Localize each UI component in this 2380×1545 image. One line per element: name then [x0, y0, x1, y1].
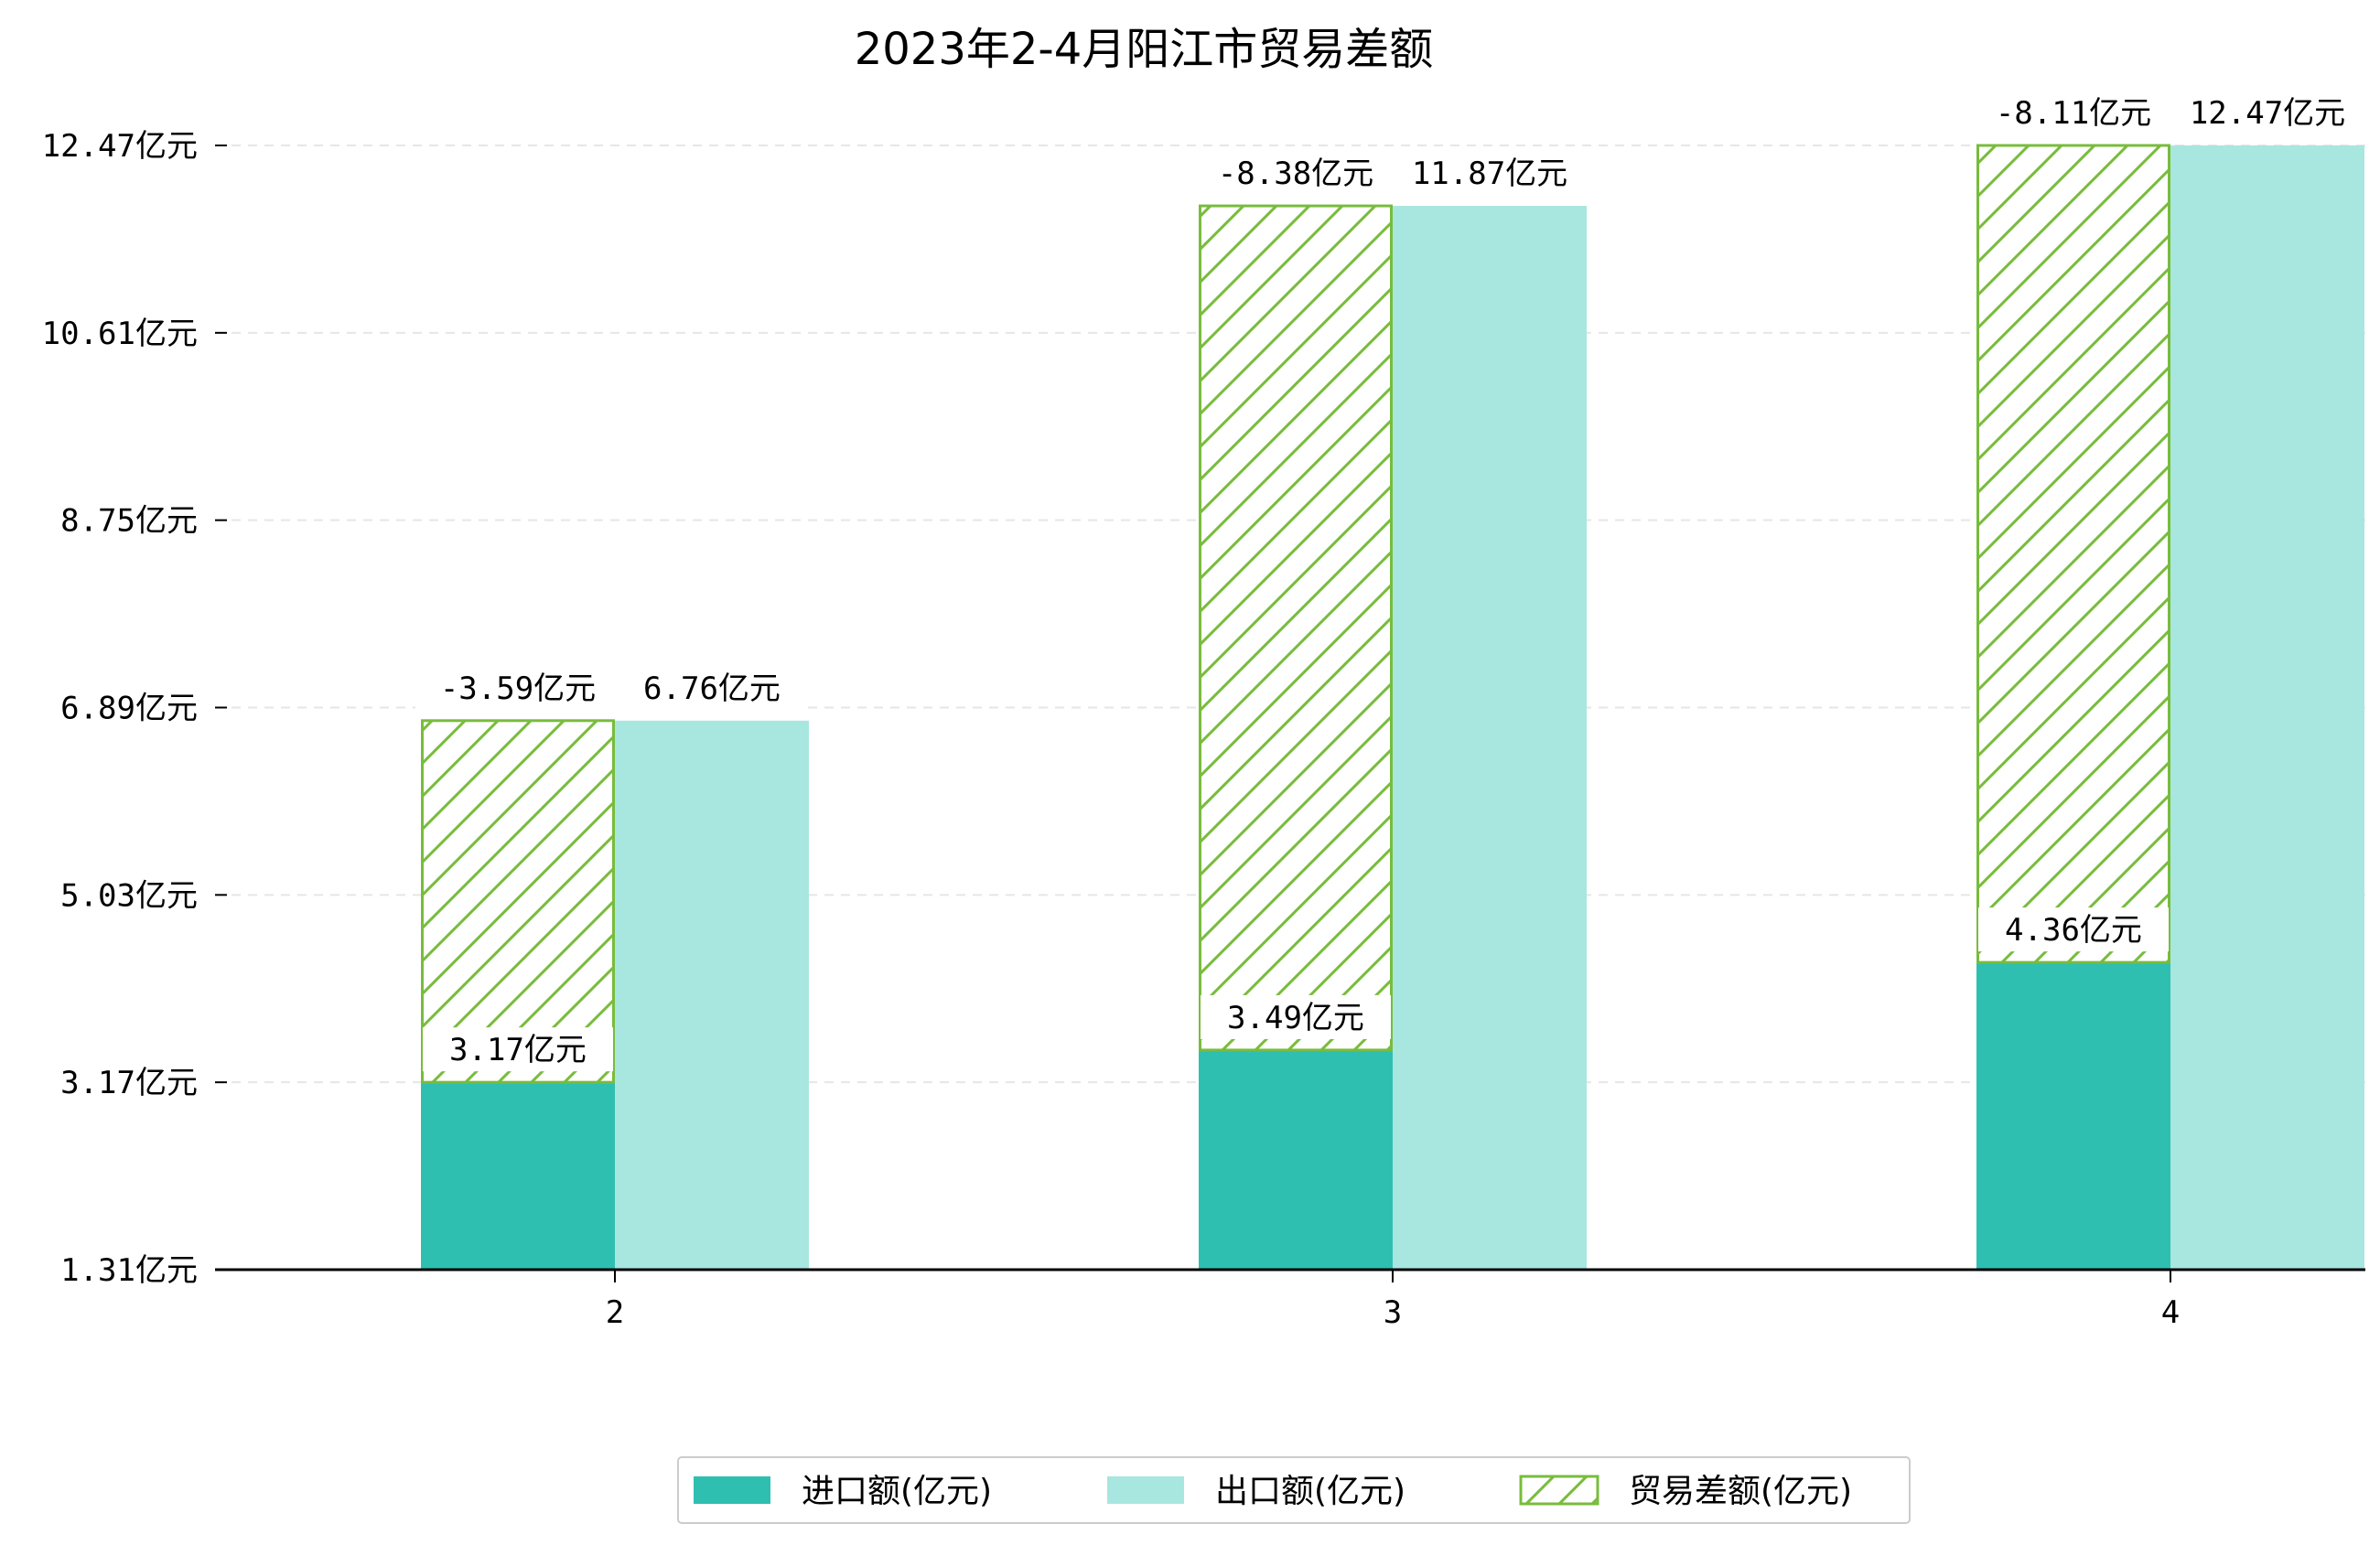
import-bar [1199, 1049, 1393, 1270]
legend: 进口额(亿元) 出口额(亿元) 贸易差额(亿元) [677, 1456, 1911, 1524]
import-bar [1976, 962, 2170, 1270]
x-tick-label: 4 [2161, 1294, 2180, 1331]
import-value-label-box [423, 1027, 613, 1072]
export-value-label: 11.87亿元 [1412, 156, 1567, 192]
legend-item-balance-label: 贸易差额(亿元) [1629, 1473, 1852, 1510]
export-bar [615, 720, 809, 1270]
legend-item-import-swatch [694, 1476, 770, 1504]
x-tick-label: 3 [1384, 1294, 1402, 1331]
y-tick-label: 5.03亿元 [60, 877, 198, 914]
balance-bar [421, 719, 615, 1084]
import-bar [421, 1082, 615, 1270]
export-value-label-box [617, 665, 807, 710]
export-value-label-box [1395, 151, 1585, 196]
export-bar [1393, 206, 1587, 1270]
y-tick-label: 10.61亿元 [42, 316, 198, 352]
import-value-label-box [1201, 994, 1391, 1039]
legend-item-balance-swatch [1519, 1475, 1599, 1506]
export-value-label: 6.76亿元 [643, 671, 781, 707]
balance-value-label: -8.38亿元 [1218, 156, 1373, 192]
balance-value-label-box [1971, 91, 2176, 134]
balance-value-label: -3.59亿元 [440, 671, 596, 707]
y-tick-label: 8.75亿元 [60, 503, 198, 540]
legend-frame [677, 1456, 1911, 1524]
balance-bar [1976, 144, 2170, 964]
balance-bar [1199, 204, 1393, 1052]
x-tick-label: 2 [606, 1294, 624, 1331]
balance-value-label-box [415, 665, 620, 710]
export-value-label-box [2172, 91, 2363, 134]
balance-value-label-box [1193, 151, 1398, 196]
y-tick-label: 6.89亿元 [60, 691, 198, 727]
legend-item-import-label: 进口额(亿元) [802, 1473, 992, 1510]
import-value-label: 3.49亿元 [1227, 1000, 1364, 1036]
export-bar [2170, 145, 2364, 1270]
import-value-label-box [1978, 907, 2169, 952]
chart-title: 2023年2-4月阳江市贸易差额 [855, 24, 1434, 75]
balance-value-label: -8.11亿元 [1996, 95, 2151, 132]
export-value-label: 12.47亿元 [2190, 95, 2345, 132]
import-value-label: 4.36亿元 [2005, 912, 2142, 949]
y-tick-label: 12.47亿元 [42, 128, 198, 165]
legend-item-export-label: 出口额(亿元) [1215, 1473, 1405, 1510]
y-tick-label: 1.31亿元 [60, 1252, 198, 1289]
legend-item-export-swatch [1107, 1476, 1184, 1504]
y-tick-label: 3.17亿元 [60, 1065, 198, 1101]
import-value-label: 3.17亿元 [449, 1032, 587, 1068]
